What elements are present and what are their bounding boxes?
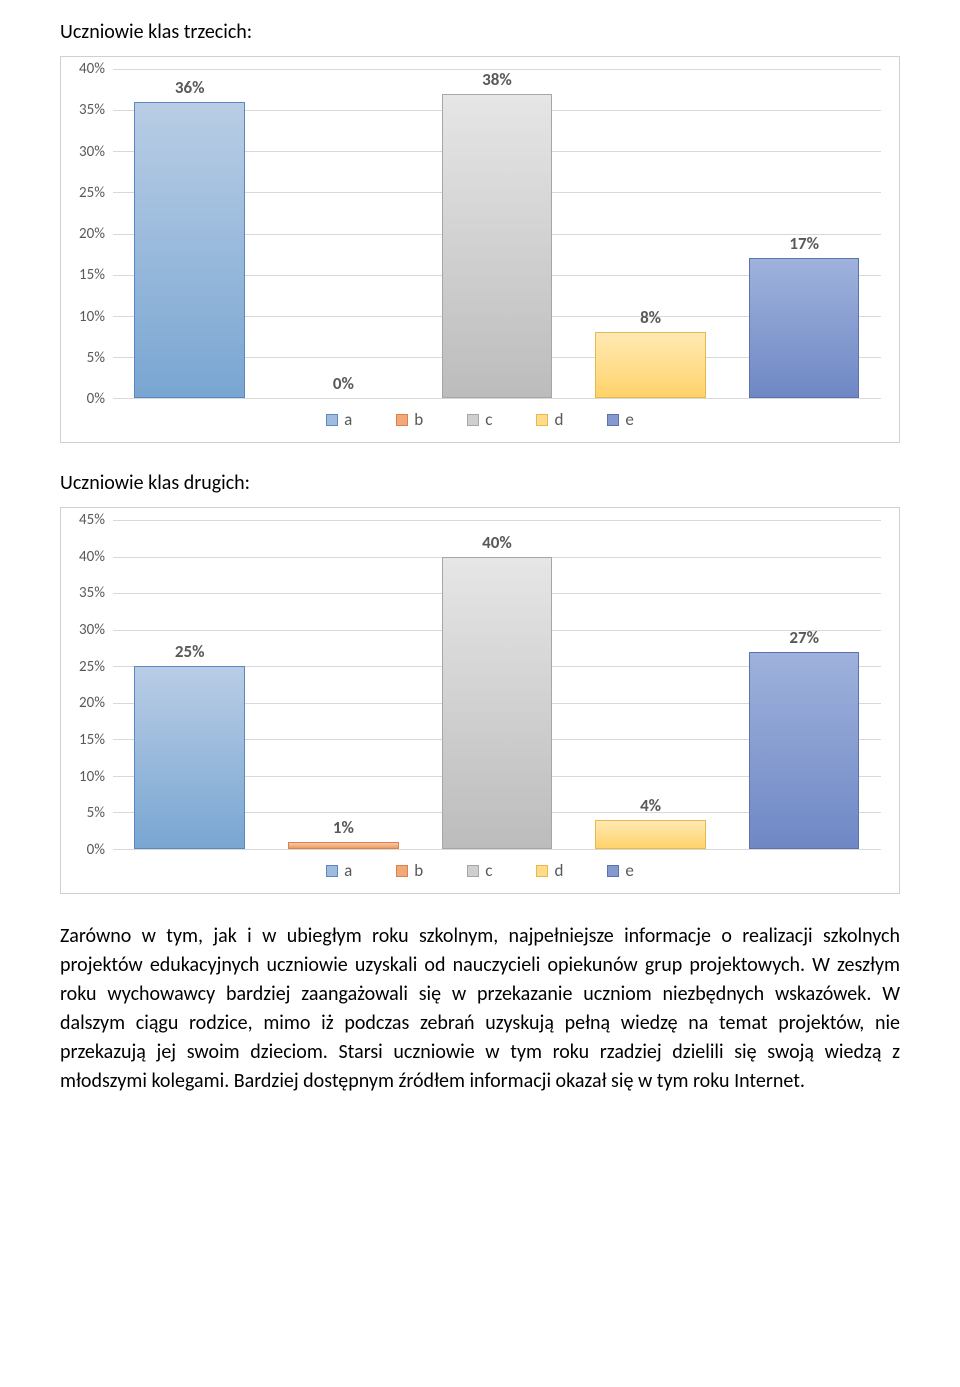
legend-item-e: e xyxy=(607,409,633,430)
legend-swatch xyxy=(536,414,548,426)
legend-swatch xyxy=(607,414,619,426)
bar-c xyxy=(442,557,553,849)
legend-label: c xyxy=(485,409,492,430)
legend-item-a: a xyxy=(326,409,352,430)
bar-slot-b: 1% xyxy=(267,520,421,849)
chart-1: 40%35%30%25%20%15%10%5%0% 36%0%38%8%17% … xyxy=(60,56,900,443)
legend-item-d: d xyxy=(536,409,563,430)
bars-layer: 36% 0% 38% 8% 17% xyxy=(113,69,881,398)
bar-slot-d: 8% xyxy=(574,69,728,398)
bar-c xyxy=(442,94,553,398)
body-paragraph: Zarówno w tym, jak i w ubiegłym roku szk… xyxy=(60,922,900,1096)
bar-value-label: 17% xyxy=(789,233,819,254)
bar-e xyxy=(749,652,860,849)
legend-item-c: c xyxy=(467,409,492,430)
legend-swatch xyxy=(467,865,479,877)
legend-item-a: a xyxy=(326,860,352,881)
bar-b xyxy=(288,842,399,849)
legend-item-d: d xyxy=(536,860,563,881)
legend-label: a xyxy=(344,860,352,881)
legend-swatch xyxy=(467,414,479,426)
bar-slot-c: 38% xyxy=(420,69,574,398)
bar-slot-a: 36% xyxy=(113,69,267,398)
bar-value-label: 0% xyxy=(333,373,354,394)
legend-label: c xyxy=(485,860,492,881)
bar-value-label: 27% xyxy=(789,627,819,648)
bars-layer: 25% 1% 40% 4% 27% xyxy=(113,520,881,849)
bar-value-label: 40% xyxy=(482,532,512,553)
bar-d xyxy=(595,332,706,398)
legend-label: d xyxy=(554,409,563,430)
bar-a xyxy=(134,666,245,849)
legend-item-e: e xyxy=(607,860,633,881)
chart-1-y-axis: 40%35%30%25%20%15%10%5%0% xyxy=(79,69,113,399)
legend-swatch xyxy=(536,865,548,877)
legend-label: b xyxy=(414,860,423,881)
legend-item-b: b xyxy=(396,860,423,881)
legend-label: e xyxy=(625,409,633,430)
legend-swatch xyxy=(607,865,619,877)
legend-swatch xyxy=(326,414,338,426)
legend-swatch xyxy=(396,865,408,877)
bar-a xyxy=(134,102,245,398)
bar-slot-e: 17% xyxy=(727,69,881,398)
legend-swatch xyxy=(396,414,408,426)
bar-value-label: 25% xyxy=(175,641,205,662)
bar-value-label: 8% xyxy=(640,307,661,328)
legend-item-b: b xyxy=(396,409,423,430)
bar-slot-c: 40% xyxy=(420,520,574,849)
section-title-1: Uczniowie klas trzecich: xyxy=(60,20,900,44)
legend-label: e xyxy=(625,860,633,881)
bar-d xyxy=(595,820,706,849)
chart-1-legend: a b c d e xyxy=(79,399,881,432)
legend-label: a xyxy=(344,409,352,430)
bar-slot-a: 25% xyxy=(113,520,267,849)
chart-2-y-axis: 45%40%35%30%25%20%15%10%5%0% xyxy=(79,520,113,850)
bar-value-label: 36% xyxy=(175,77,205,98)
chart-2-legend: a b c d e xyxy=(79,850,881,883)
bar-slot-b: 0% xyxy=(267,69,421,398)
legend-swatch xyxy=(326,865,338,877)
bar-value-label: 4% xyxy=(640,795,661,816)
bar-slot-d: 4% xyxy=(574,520,728,849)
bar-value-label: 1% xyxy=(333,817,354,838)
legend-item-c: c xyxy=(467,860,492,881)
bar-e xyxy=(749,258,860,398)
bar-slot-e: 27% xyxy=(727,520,881,849)
section-title-2: Uczniowie klas drugich: xyxy=(60,471,900,495)
bar-value-label: 38% xyxy=(482,69,512,90)
chart-2-plot-area: 25% 1% 40% 4% 27% xyxy=(113,520,881,850)
legend-label: d xyxy=(554,860,563,881)
chart-1-plot-area: 36% 0% 38% 8% 17% xyxy=(113,69,881,399)
legend-label: b xyxy=(414,409,423,430)
chart-2: 45%40%35%30%25%20%15%10%5%0% 25%1%40%4%2… xyxy=(60,507,900,894)
